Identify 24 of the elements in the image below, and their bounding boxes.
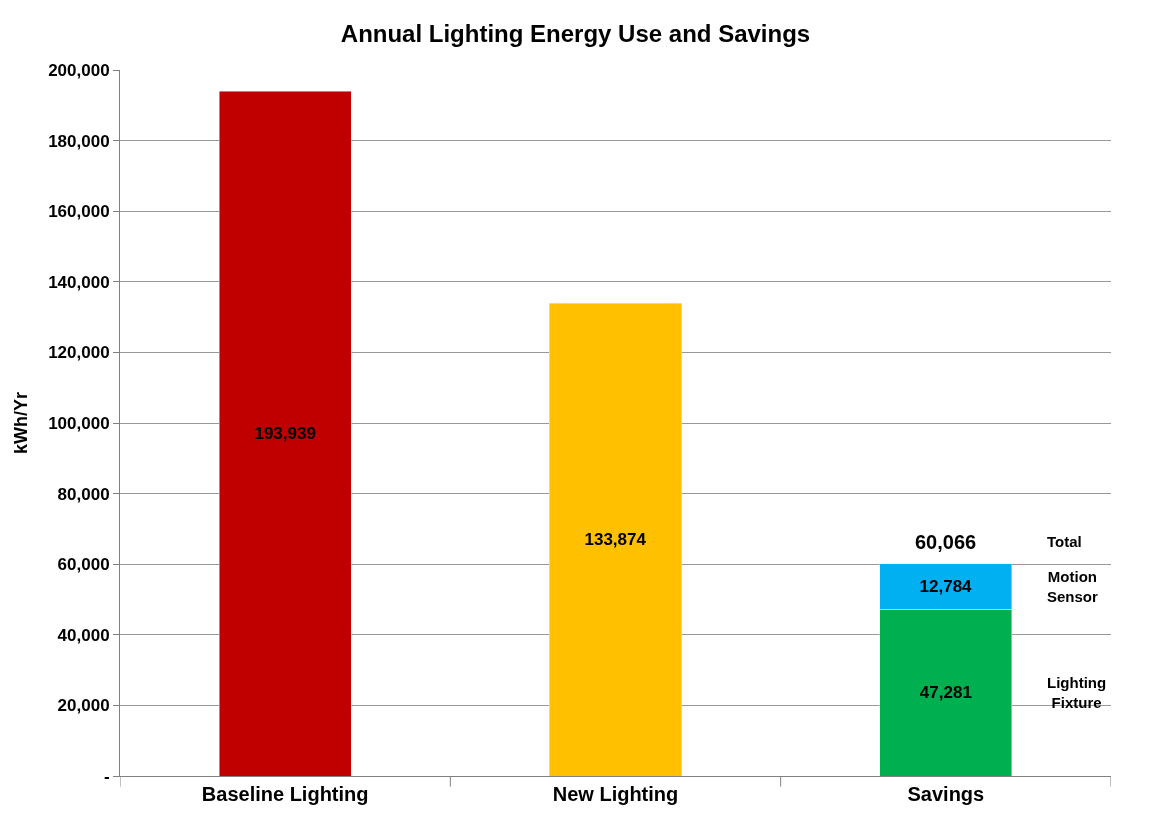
y-tick-label: 180,000 <box>48 131 110 151</box>
y-tick-label: 200,000 <box>48 60 110 80</box>
text: Lighting Fixture <box>1047 674 1107 711</box>
y-tick-label: 20,000 <box>57 696 110 716</box>
data-label: 133,874 <box>584 530 647 550</box>
x-tick-label: New Lighting <box>552 783 679 805</box>
y-tick-label: 100,000 <box>48 413 110 433</box>
y-tick-label: 120,000 <box>48 343 110 363</box>
data-label: 12,784 <box>919 577 973 597</box>
chart-title: Annual Lighting Energy Use and Savings <box>340 19 811 47</box>
data-label: 47,281 <box>919 683 972 703</box>
y-tick-label: 40,000 <box>57 625 110 645</box>
annotation: Total <box>1047 533 1082 550</box>
data-label: 193,939 <box>254 424 316 444</box>
x-tick-label: Savings <box>907 783 985 805</box>
y-tick-label: - <box>103 766 110 786</box>
x-tick-label: Baseline Lighting <box>201 783 369 805</box>
y-tick-label: 60,000 <box>57 555 110 575</box>
y-tick-label: 80,000 <box>57 484 110 504</box>
total-label: 60,066 <box>915 531 977 553</box>
text: Motion Sensor <box>1047 568 1099 605</box>
y-tick-label: 140,000 <box>48 272 110 292</box>
y-axis-title: kWh/Yr <box>11 391 32 455</box>
y-tick-label: 160,000 <box>48 202 110 222</box>
